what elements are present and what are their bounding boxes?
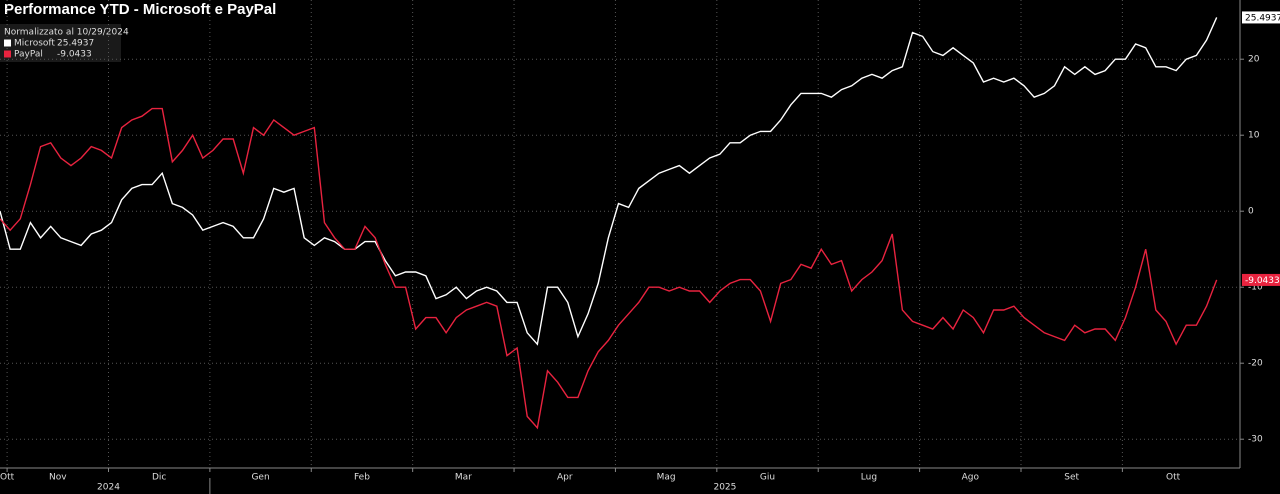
legend-value: -9.0433	[57, 50, 92, 60]
legend-value: 25.4937	[57, 39, 94, 49]
y-tick-label: 0	[1248, 207, 1254, 217]
legend-label: Microsoft	[14, 39, 55, 49]
x-tick-label: Ott	[0, 473, 15, 483]
y-tick-label: -20	[1248, 359, 1263, 369]
legend-label: PayPal	[14, 50, 43, 60]
x-tick-label: Dic	[152, 473, 166, 483]
y-tick-label: 20	[1248, 55, 1260, 65]
chart-title: Performance YTD - Microsoft e PayPal	[4, 1, 276, 18]
x-tick-label: Set	[1064, 473, 1079, 483]
y-tick-label: -30	[1248, 435, 1263, 445]
x-tick-label: Nov	[49, 473, 67, 483]
x-tick-label: Apr	[557, 473, 573, 483]
x-tick-label: Mar	[455, 473, 472, 483]
series-line	[0, 17, 1218, 346]
value-tag-label: 25.4937	[1245, 13, 1280, 23]
x-tick-label: Gen	[251, 473, 269, 483]
x-tick-label: Lug	[861, 473, 877, 483]
legend-swatch	[4, 50, 11, 58]
y-tick-label: -10	[1248, 283, 1263, 293]
x-tick-label: Ott	[1166, 473, 1181, 483]
x-tick-label: Giu	[760, 473, 775, 483]
x-tick-label: Mag	[657, 473, 676, 483]
value-tag	[1242, 11, 1280, 24]
legend-note: Normalizzato al 10/29/2024	[4, 28, 129, 38]
x-tick-label: Ago	[962, 473, 980, 483]
value-tag	[1242, 273, 1280, 286]
year-label: 2025	[713, 483, 736, 493]
series-line	[0, 107, 1218, 430]
y-tick-label: 10	[1248, 131, 1260, 141]
x-tick-label: Feb	[354, 473, 370, 483]
legend-swatch	[4, 39, 11, 47]
year-label: 2024	[97, 483, 120, 493]
legend-box	[0, 24, 121, 62]
value-tag-label: -9.0433	[1245, 276, 1280, 286]
